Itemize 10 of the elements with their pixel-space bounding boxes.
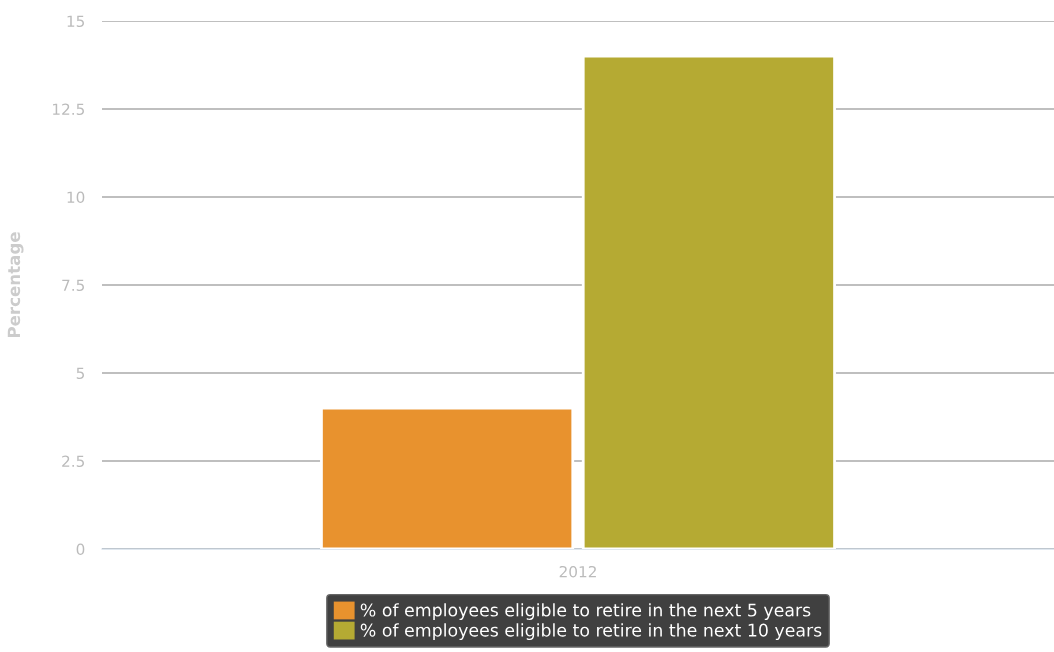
y-tick-label: 2.5: [62, 455, 84, 468]
y-tick-label: 15: [67, 15, 84, 28]
legend-label: % of employees eligible to retire in the next 10 years: [360, 623, 822, 641]
y-tick-label: 5: [76, 367, 84, 380]
y-tick-label: 7.5: [62, 279, 84, 292]
x-tick-label: 2012: [559, 565, 596, 578]
y-tick-label: 0: [76, 543, 85, 556]
y-tick-label: 10: [67, 191, 85, 204]
y-tick-label: 12.5: [52, 103, 84, 116]
legend-label: % of employees eligible to retire in the next 5 years: [360, 603, 811, 620]
